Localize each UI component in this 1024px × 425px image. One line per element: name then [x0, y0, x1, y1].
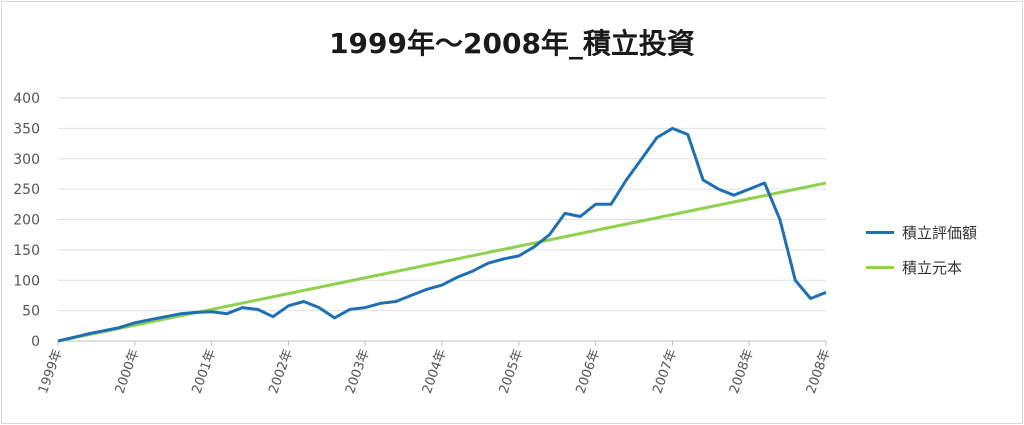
- x-tick-label: 2000年: [113, 347, 143, 395]
- y-tick-label: 0: [31, 334, 40, 350]
- legend-label-principal: 積立元本: [902, 259, 963, 277]
- series-line-principal: [57, 181, 827, 343]
- y-tick-label: 200: [13, 213, 40, 229]
- x-tick-label: 2007年: [650, 347, 680, 395]
- legend-swatch-principal: [866, 266, 894, 269]
- legend-swatch-valuation: [866, 231, 894, 234]
- y-tick-label: 150: [13, 243, 40, 259]
- series-line-valuation: [57, 126, 827, 343]
- x-tick-label: 2006年: [573, 347, 603, 395]
- x-tick-label: 1999年: [36, 347, 66, 395]
- x-tick-label: 2003年: [343, 347, 373, 395]
- legend-item-valuation: 積立評価額: [866, 222, 977, 243]
- x-tick-label: 2008年: [727, 347, 757, 395]
- y-tick-label: 50: [22, 304, 40, 320]
- x-tick-label: 2001年: [189, 347, 219, 395]
- legend-item-principal: 積立元本: [866, 257, 962, 278]
- y-tick-label: 400: [13, 91, 40, 107]
- x-tick-label: 2002年: [266, 347, 296, 395]
- y-tick-label: 350: [13, 121, 40, 137]
- y-tick-label: 250: [13, 182, 40, 198]
- y-tick-label: 300: [13, 152, 40, 168]
- x-tick-label: 2008年: [804, 347, 834, 395]
- x-tick-label: 2005年: [497, 347, 527, 395]
- chart-title: 1999年～2008年_積立投資: [329, 27, 695, 60]
- legend-label-valuation: 積立評価額: [902, 224, 978, 242]
- x-tick-label: 2004年: [420, 347, 450, 395]
- y-tick-label: 100: [13, 273, 40, 289]
